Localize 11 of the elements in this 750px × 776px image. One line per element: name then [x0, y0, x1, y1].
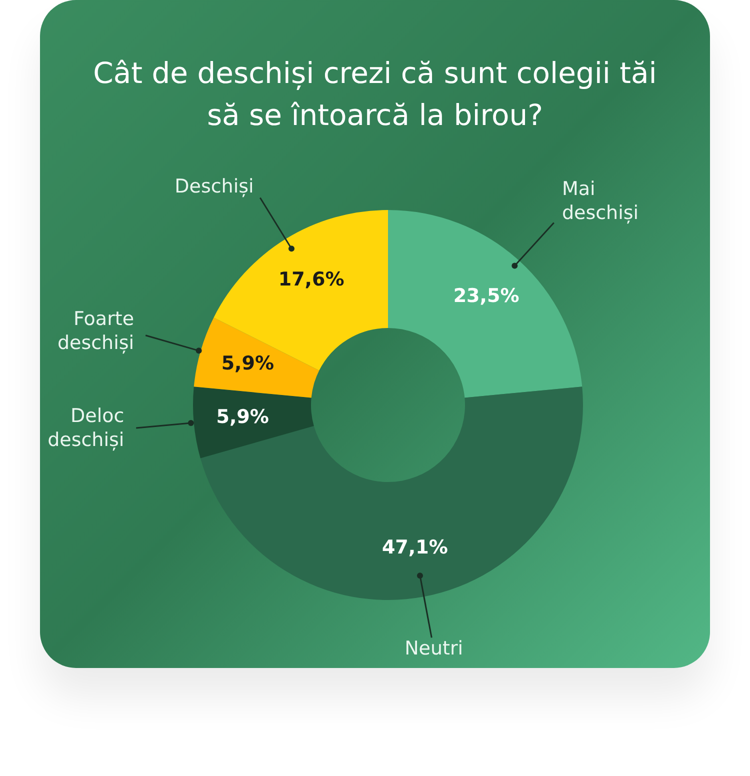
slice-label: Deschiși: [174, 176, 254, 198]
data-label: 23,5%: [453, 284, 520, 307]
chart-title: Cât de deschiși crezi că sunt colegii tăi să se întoarcă la birou?: [92, 55, 658, 134]
data-label: 17,6%: [278, 268, 344, 291]
slice-label: Deloc deschiși: [48, 405, 124, 452]
data-label: 47,1%: [382, 536, 448, 558]
slice-label: Foarte deschiși: [57, 308, 134, 354]
slice-label: Mai deschiși: [562, 178, 639, 224]
data-label: 5,9%: [216, 406, 269, 428]
slice-label: Neutri: [404, 637, 464, 660]
data-label: 5,9%: [221, 352, 274, 375]
